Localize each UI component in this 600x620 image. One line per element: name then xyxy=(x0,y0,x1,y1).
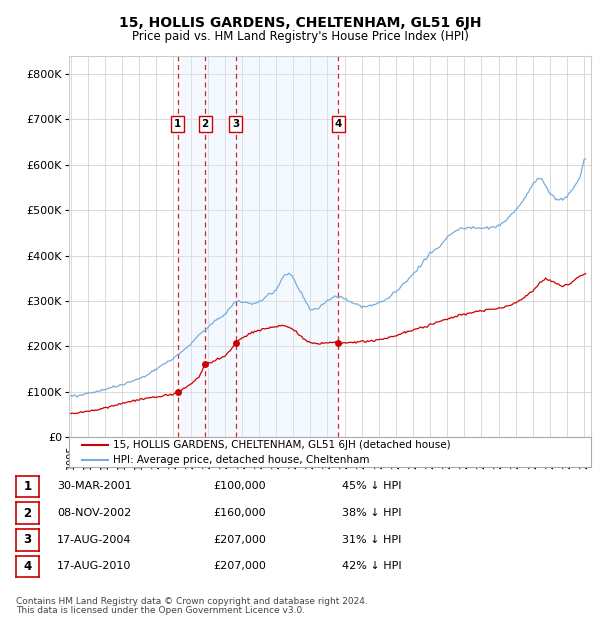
Text: 3: 3 xyxy=(232,119,239,129)
Text: £207,000: £207,000 xyxy=(213,534,266,545)
Text: Price paid vs. HM Land Registry's House Price Index (HPI): Price paid vs. HM Land Registry's House … xyxy=(131,30,469,43)
Text: 1: 1 xyxy=(23,480,32,493)
Text: 3: 3 xyxy=(23,533,32,546)
Text: 2: 2 xyxy=(23,507,32,520)
Bar xyxy=(178,56,338,437)
Text: 31% ↓ HPI: 31% ↓ HPI xyxy=(342,534,401,545)
Text: 08-NOV-2002: 08-NOV-2002 xyxy=(57,508,131,518)
Text: 38% ↓ HPI: 38% ↓ HPI xyxy=(342,508,401,518)
Text: 17-AUG-2004: 17-AUG-2004 xyxy=(57,534,131,545)
Text: 15, HOLLIS GARDENS, CHELTENHAM, GL51 6JH (detached house): 15, HOLLIS GARDENS, CHELTENHAM, GL51 6JH… xyxy=(113,440,451,451)
Text: HPI: Average price, detached house, Cheltenham: HPI: Average price, detached house, Chel… xyxy=(113,454,370,465)
Text: 17-AUG-2010: 17-AUG-2010 xyxy=(57,561,131,572)
Text: This data is licensed under the Open Government Licence v3.0.: This data is licensed under the Open Gov… xyxy=(16,606,305,615)
Text: 45% ↓ HPI: 45% ↓ HPI xyxy=(342,481,401,492)
Text: 42% ↓ HPI: 42% ↓ HPI xyxy=(342,561,401,572)
Text: 15, HOLLIS GARDENS, CHELTENHAM, GL51 6JH: 15, HOLLIS GARDENS, CHELTENHAM, GL51 6JH xyxy=(119,16,481,30)
Text: £207,000: £207,000 xyxy=(213,561,266,572)
Text: 4: 4 xyxy=(23,560,32,573)
Text: Contains HM Land Registry data © Crown copyright and database right 2024.: Contains HM Land Registry data © Crown c… xyxy=(16,597,368,606)
Text: 4: 4 xyxy=(335,119,342,129)
Text: £160,000: £160,000 xyxy=(213,508,266,518)
Text: £100,000: £100,000 xyxy=(213,481,266,492)
Text: 30-MAR-2001: 30-MAR-2001 xyxy=(57,481,131,492)
Text: 1: 1 xyxy=(174,119,181,129)
Text: 2: 2 xyxy=(202,119,209,129)
